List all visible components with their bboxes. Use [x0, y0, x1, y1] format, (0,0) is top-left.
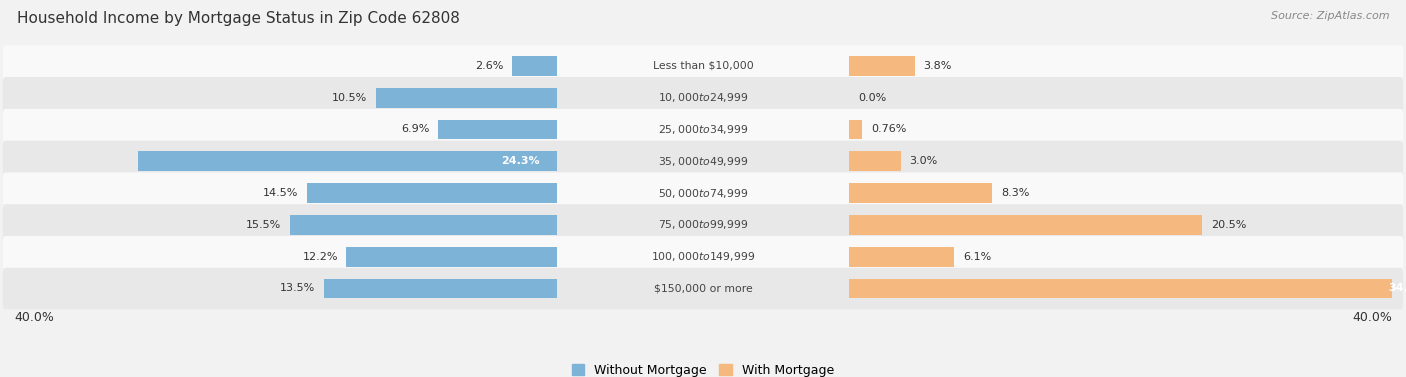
- FancyBboxPatch shape: [3, 204, 1403, 245]
- Text: Source: ZipAtlas.com: Source: ZipAtlas.com: [1271, 11, 1389, 21]
- Text: 6.1%: 6.1%: [963, 252, 991, 262]
- FancyBboxPatch shape: [3, 45, 1403, 87]
- Text: 3.8%: 3.8%: [924, 61, 952, 71]
- Text: 8.3%: 8.3%: [1001, 188, 1029, 198]
- FancyBboxPatch shape: [3, 109, 1403, 150]
- Text: 0.0%: 0.0%: [858, 93, 886, 103]
- Text: $10,000 to $24,999: $10,000 to $24,999: [658, 91, 748, 104]
- FancyBboxPatch shape: [3, 268, 1403, 309]
- Bar: [290, 215, 557, 235]
- Bar: [375, 88, 557, 107]
- FancyBboxPatch shape: [3, 236, 1403, 277]
- Text: $150,000 or more: $150,000 or more: [654, 284, 752, 293]
- Text: 6.9%: 6.9%: [401, 124, 429, 135]
- Text: 40.0%: 40.0%: [1353, 311, 1392, 324]
- Bar: [849, 152, 901, 171]
- FancyBboxPatch shape: [3, 141, 1403, 182]
- Bar: [307, 183, 557, 203]
- Bar: [138, 152, 557, 171]
- Bar: [849, 247, 955, 267]
- Bar: [849, 279, 1406, 298]
- Text: 40.0%: 40.0%: [14, 311, 53, 324]
- Text: 13.5%: 13.5%: [280, 284, 315, 293]
- Text: 0.76%: 0.76%: [872, 124, 907, 135]
- Text: 24.3%: 24.3%: [501, 156, 540, 166]
- Bar: [849, 183, 993, 203]
- Text: $25,000 to $34,999: $25,000 to $34,999: [658, 123, 748, 136]
- Text: $35,000 to $49,999: $35,000 to $49,999: [658, 155, 748, 168]
- Text: Less than $10,000: Less than $10,000: [652, 61, 754, 71]
- Bar: [849, 56, 915, 76]
- Text: 20.5%: 20.5%: [1211, 220, 1247, 230]
- Legend: Without Mortgage, With Mortgage: Without Mortgage, With Mortgage: [572, 364, 834, 377]
- Bar: [849, 120, 862, 139]
- Text: $100,000 to $149,999: $100,000 to $149,999: [651, 250, 755, 263]
- Bar: [849, 215, 1202, 235]
- Text: 12.2%: 12.2%: [302, 252, 337, 262]
- Text: 3.0%: 3.0%: [910, 156, 938, 166]
- Text: 34.5%: 34.5%: [1388, 284, 1406, 293]
- Text: Household Income by Mortgage Status in Zip Code 62808: Household Income by Mortgage Status in Z…: [17, 11, 460, 26]
- Text: 14.5%: 14.5%: [263, 188, 298, 198]
- Text: $50,000 to $74,999: $50,000 to $74,999: [658, 187, 748, 199]
- FancyBboxPatch shape: [3, 77, 1403, 118]
- Text: 10.5%: 10.5%: [332, 93, 367, 103]
- Bar: [323, 279, 557, 298]
- FancyBboxPatch shape: [3, 172, 1403, 214]
- Bar: [512, 56, 557, 76]
- Bar: [346, 247, 557, 267]
- Text: 15.5%: 15.5%: [246, 220, 281, 230]
- Text: $75,000 to $99,999: $75,000 to $99,999: [658, 218, 748, 231]
- Text: 2.6%: 2.6%: [475, 61, 503, 71]
- Bar: [437, 120, 557, 139]
